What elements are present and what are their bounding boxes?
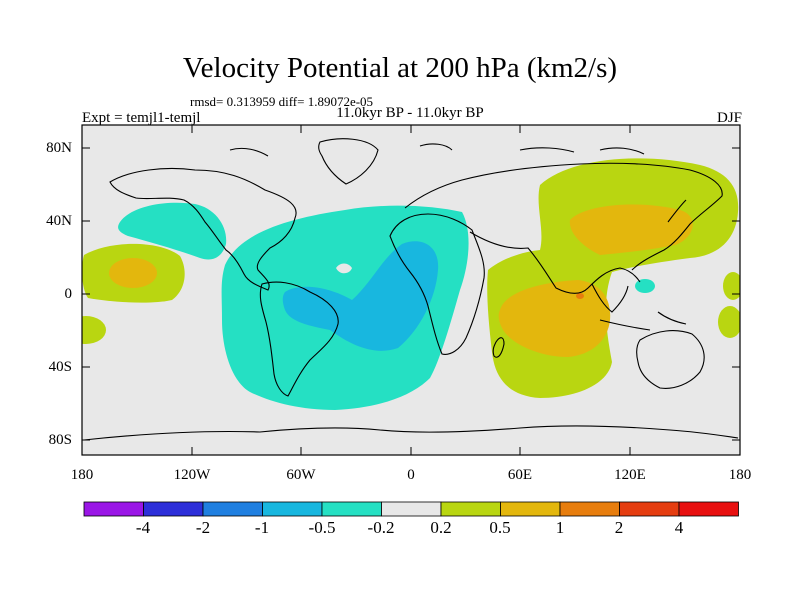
cyan-region-pacific	[118, 202, 227, 260]
lat-ticks	[82, 147, 740, 441]
green-patch-east-2	[718, 306, 740, 338]
stats-text: rmsd= 0.313959 diff= 1.89072e-05	[190, 94, 374, 109]
grey-hole	[336, 263, 352, 274]
colorbar-box	[321, 501, 382, 517]
colorbar-box	[500, 501, 561, 517]
field-contours	[82, 138, 740, 441]
colorbar-box	[143, 501, 204, 517]
colorbar-label: 2	[614, 518, 624, 537]
lat-label-0: 0	[64, 286, 73, 302]
coast-europe-africa	[389, 213, 485, 355]
coast-north-america	[109, 168, 297, 291]
colorbar-label: 4	[674, 518, 684, 537]
darkorange-spot	[576, 293, 584, 299]
colorbar-label: -2	[195, 518, 211, 537]
coastlines	[83, 138, 739, 441]
colorbar-box	[619, 501, 680, 517]
colorbar-box	[202, 501, 263, 517]
colorbar-label: -1	[254, 518, 270, 537]
coast-australia	[636, 330, 705, 389]
coast-eurasia-north	[404, 162, 723, 271]
colorbar-label: -0.5	[308, 518, 336, 537]
colorbar-box	[83, 501, 144, 517]
lon-label-60w: 60W	[286, 467, 316, 483]
coast-greenland	[318, 138, 379, 185]
lat-label-40s: 40S	[48, 359, 72, 375]
colorbar	[83, 501, 739, 517]
colorbar-box	[440, 501, 501, 517]
experiment-label: Expt = temjl1-temjl	[82, 110, 201, 126]
plot-title: Velocity Potential at 200 hPa (km2/s)	[182, 52, 618, 84]
coast-eurasia-south	[469, 231, 641, 294]
orange-core-indian	[498, 280, 611, 357]
coast-japan	[667, 199, 687, 223]
coast-south-america	[259, 281, 339, 397]
colorbar-box	[559, 501, 620, 517]
colorbar-label: 0.5	[489, 518, 511, 537]
colorbar-label: 0.2	[430, 518, 452, 537]
lon-label-0: 0	[407, 467, 415, 483]
period-label: 11.0kyr BP - 11.0kyr BP	[336, 105, 484, 121]
lat-label-80s: 80S	[48, 432, 72, 448]
colorbar-label: -4	[135, 518, 151, 537]
lon-label-180e: 180	[728, 467, 752, 483]
coast-indonesia	[599, 311, 687, 331]
colorbar-box	[381, 501, 442, 517]
season-label: DJF	[716, 110, 742, 126]
lon-label-180w: 180	[70, 467, 94, 483]
lat-label-40n: 40N	[46, 213, 72, 229]
colorbar-label: -0.2	[367, 518, 395, 537]
coast-arctic-islands	[229, 143, 645, 157]
cyan-spot-philippines	[635, 279, 655, 293]
lat-label-80n: 80N	[46, 140, 72, 156]
colorbar-label: 1	[555, 518, 565, 537]
colorbar-box	[678, 501, 739, 517]
lon-label-120w: 120W	[173, 467, 211, 483]
green-patch-east-1	[723, 272, 740, 300]
coast-antarctica	[83, 425, 739, 441]
colorbar-box	[262, 501, 323, 517]
lon-label-120e: 120E	[614, 467, 646, 483]
coast-madagascar	[492, 337, 505, 358]
orange-core-eastpacific	[109, 258, 157, 288]
green-patch-west	[82, 316, 106, 344]
lon-ticks	[191, 125, 631, 455]
orange-core-asia	[569, 204, 693, 255]
coast-indochina	[591, 283, 629, 313]
lon-label-60e: 60E	[507, 467, 533, 483]
blue-core-atlantic	[282, 241, 439, 351]
